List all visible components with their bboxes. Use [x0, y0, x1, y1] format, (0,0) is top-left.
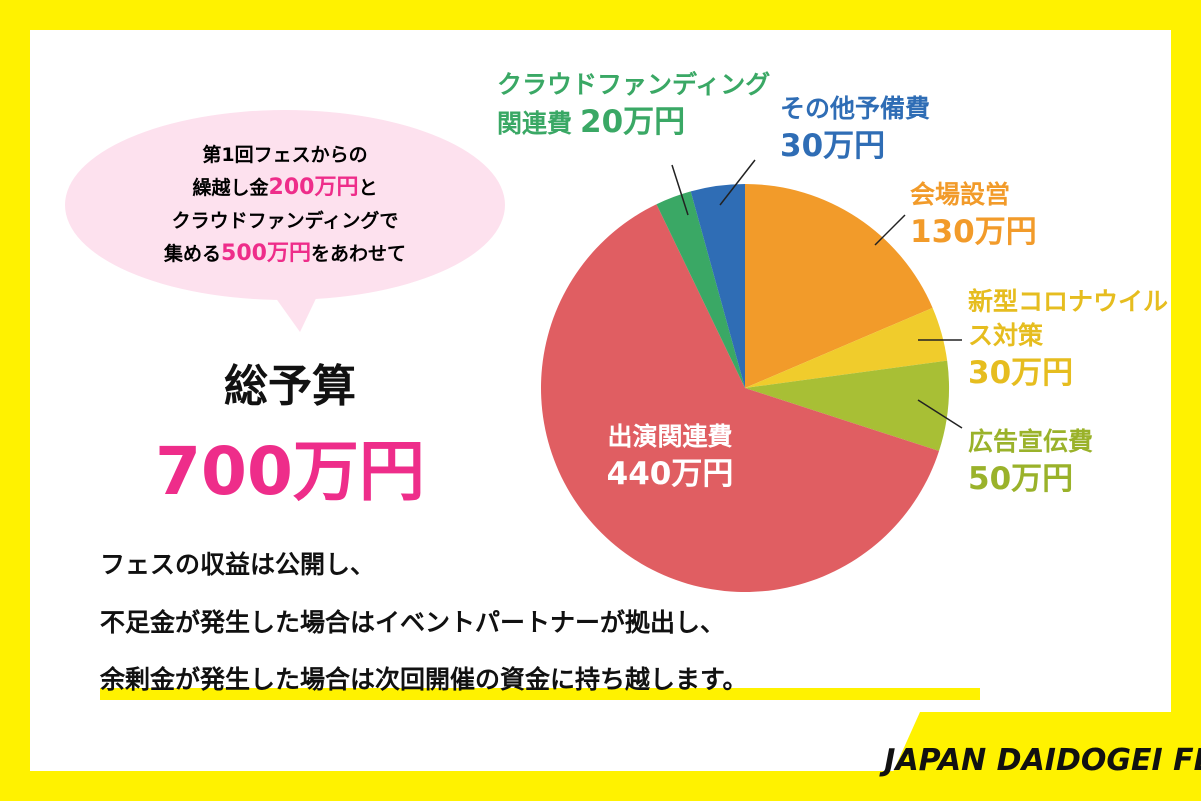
leader-line	[671, 164, 689, 216]
note: フェスの収益は公開し、	[100, 550, 376, 579]
speech-bubble	[65, 110, 505, 300]
bubble-text: 第1回フェスからの 繰越し金200万円と クラウドファンディングで 集める500…	[95, 140, 475, 271]
slice-name: 新型コロナウイルス対策	[968, 287, 1169, 350]
slice-name: 会場設営	[910, 180, 1011, 209]
bubble-text: 集める	[164, 242, 222, 265]
pie-slice	[745, 360, 949, 452]
bubble-tail	[270, 290, 320, 332]
bubble-text: 第1回フェスからの	[202, 144, 368, 166]
logo: JAPAN DAIDOGEI FES	[879, 743, 1201, 778]
slice-value: 30万円	[968, 354, 1074, 391]
slice-name: クラウドファンディング関連費	[497, 70, 771, 138]
pie-slice	[656, 191, 745, 388]
bubble-text: と	[358, 177, 378, 200]
slice-label: その他予備費 30万円	[780, 92, 930, 168]
slice-label: 新型コロナウイルス対策 30万円	[968, 285, 1168, 394]
slice-name: 出演関連費	[607, 422, 733, 451]
bubble-amount: 200万円	[268, 175, 359, 201]
slice-value: 130万円	[910, 213, 1037, 250]
leader-line	[917, 399, 963, 429]
note: 余剰金が発生した場合は次回開催の資金に持ち越します。	[100, 665, 748, 694]
slice-value: 30万円	[780, 127, 886, 164]
logo-tab	[880, 712, 1201, 801]
slice-name: 広告宣伝費	[968, 427, 1094, 456]
bubble-amount: 500万円	[221, 240, 311, 266]
slice-value: 440万円	[606, 455, 734, 492]
note: 不足金が発生した場合はイベントパートナーが拠出し、	[100, 608, 726, 637]
slice-name: その他予備費	[780, 94, 931, 123]
slice-label: クラウドファンディング関連費 20万円	[497, 68, 777, 144]
bubble-text: クラウドファンディングで	[171, 209, 399, 232]
slice-value: 20万円	[580, 103, 686, 140]
pie-slice	[690, 184, 745, 388]
leader-line	[719, 159, 756, 206]
total-label: 総予算	[224, 361, 356, 412]
leader-line	[874, 214, 906, 246]
bubble-text: をあわせて	[310, 242, 406, 265]
slice-label: 広告宣伝費 50万円	[968, 425, 1093, 501]
pie-slice	[745, 307, 948, 388]
slice-value: 50万円	[968, 460, 1074, 497]
bubble-text: 繰越し金	[192, 177, 269, 200]
pie-slice	[541, 204, 940, 593]
slice-label: 出演関連費 440万円	[570, 420, 770, 496]
slice-label: 会場設営 130万円	[910, 178, 1037, 254]
total-amount: 700万円	[155, 433, 425, 510]
highlight	[100, 688, 980, 700]
pie-slice	[745, 184, 933, 388]
